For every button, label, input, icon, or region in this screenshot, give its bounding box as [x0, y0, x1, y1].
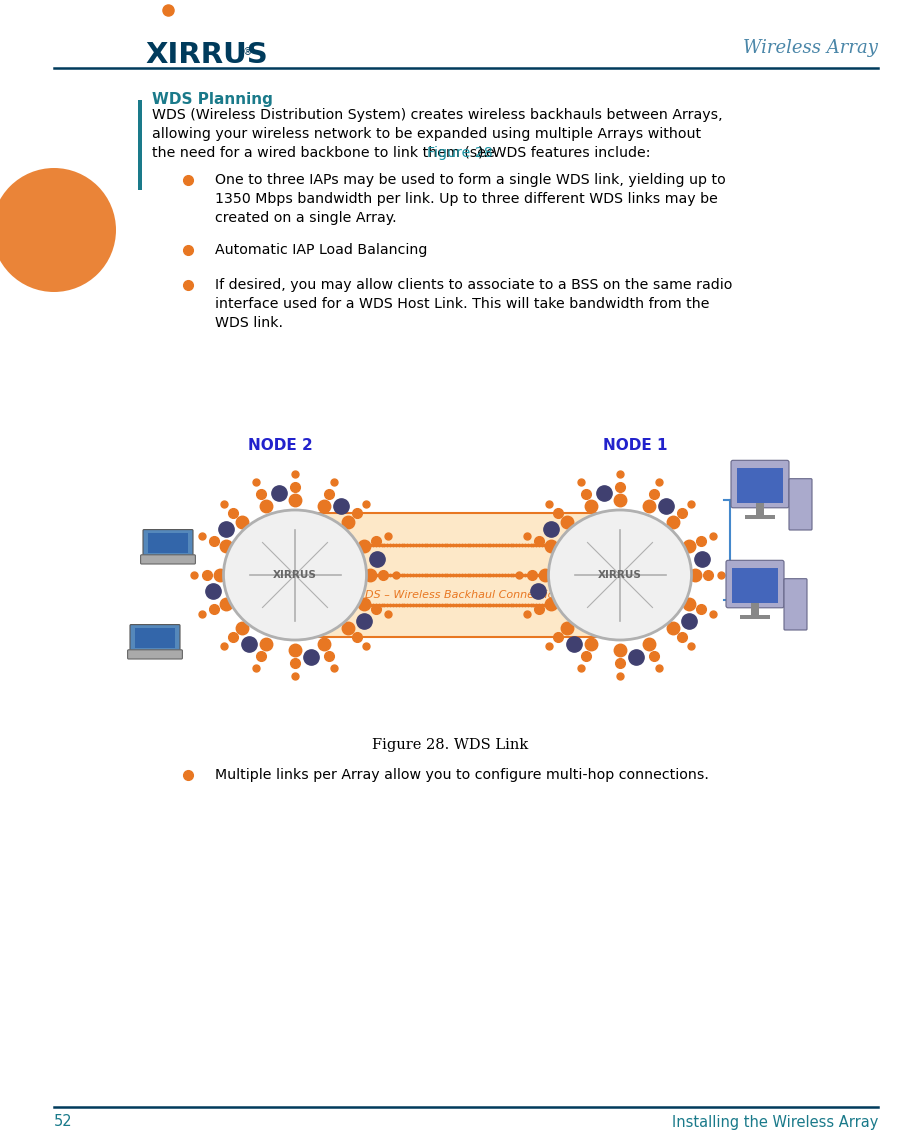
FancyBboxPatch shape [288, 513, 627, 637]
Bar [148, 533, 188, 553]
Bar [740, 615, 770, 620]
Text: Figure 28: Figure 28 [427, 146, 492, 160]
Text: Automatic IAP Load Balancing: Automatic IAP Load Balancing [215, 243, 428, 257]
FancyBboxPatch shape [726, 561, 784, 608]
Text: ®: ® [243, 47, 253, 57]
Bar [732, 568, 777, 603]
Text: interface used for a WDS Host Link. This will take bandwidth from the: interface used for a WDS Host Link. This… [215, 297, 709, 312]
FancyBboxPatch shape [143, 530, 193, 557]
Text: NODE 2: NODE 2 [247, 438, 313, 453]
Text: Wireless Array: Wireless Array [743, 39, 878, 57]
Text: XIRRUS: XIRRUS [273, 570, 317, 580]
Text: created on a single Array.: created on a single Array. [215, 211, 397, 225]
Text: WDS (Wireless Distribution System) creates wireless backhauls between Arrays,: WDS (Wireless Distribution System) creat… [152, 108, 723, 122]
Text: Figure 28. WDS Link: Figure 28. WDS Link [371, 738, 528, 752]
Bar [138, 100, 142, 190]
Text: NODE 1: NODE 1 [602, 438, 667, 453]
Text: WDS – Wireless Backhaul Connection: WDS – Wireless Backhaul Connection [354, 590, 561, 600]
Text: WDS Planning: WDS Planning [152, 92, 273, 107]
Text: the need for a wired backbone to link them (see: the need for a wired backbone to link th… [152, 146, 499, 160]
FancyBboxPatch shape [731, 460, 789, 508]
Text: 1350 Mbps bandwidth per link. Up to three different WDS links may be: 1350 Mbps bandwidth per link. Up to thre… [215, 192, 718, 206]
Bar [135, 629, 175, 648]
Circle shape [0, 168, 116, 292]
Text: WDS link.: WDS link. [215, 316, 283, 330]
FancyBboxPatch shape [789, 479, 812, 530]
Bar [757, 504, 764, 516]
FancyBboxPatch shape [140, 555, 196, 564]
FancyBboxPatch shape [128, 650, 182, 659]
Bar [737, 468, 783, 503]
Text: allowing your wireless network to be expanded using multiple Arrays without: allowing your wireless network to be exp… [152, 127, 701, 141]
Bar [745, 515, 775, 520]
Text: If desired, you may allow clients to associate to a BSS on the same radio: If desired, you may allow clients to ass… [215, 279, 732, 292]
FancyBboxPatch shape [130, 624, 180, 652]
FancyBboxPatch shape [784, 579, 807, 630]
Text: XIRRUS: XIRRUS [598, 570, 642, 580]
Bar [751, 604, 758, 616]
Text: Multiple links per Array allow you to configure multi-hop connections.: Multiple links per Array allow you to co… [215, 767, 708, 782]
Text: ). WDS features include:: ). WDS features include: [478, 146, 651, 160]
Ellipse shape [548, 511, 691, 640]
Ellipse shape [224, 511, 367, 640]
Text: 52: 52 [54, 1114, 72, 1129]
Text: One to three IAPs may be used to form a single WDS link, yielding up to: One to three IAPs may be used to form a … [215, 173, 726, 186]
Text: XIRRUS: XIRRUS [145, 41, 268, 69]
Text: Installing the Wireless Array: Installing the Wireless Array [671, 1114, 878, 1129]
